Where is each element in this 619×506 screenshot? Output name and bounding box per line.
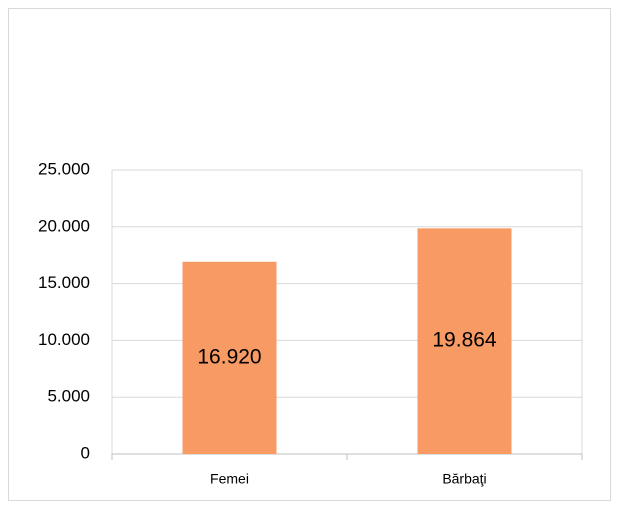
y-tick-label: 15.000 (38, 273, 90, 292)
bar (417, 228, 512, 454)
y-tick-label: 5.000 (47, 387, 90, 406)
y-tick-label: 20.000 (38, 216, 90, 235)
x-tick-label: Bărbaţi (442, 471, 486, 487)
chart-border (8, 8, 611, 501)
value-label: 19.864 (432, 329, 497, 352)
x-tick-label: Femei (210, 471, 249, 487)
value-label: 16.920 (197, 345, 261, 368)
y-tick-label: 25.000 (38, 159, 90, 178)
y-tick-label: 10.000 (38, 330, 90, 349)
bar (182, 261, 277, 454)
y-tick-label: 0 (81, 443, 90, 462)
